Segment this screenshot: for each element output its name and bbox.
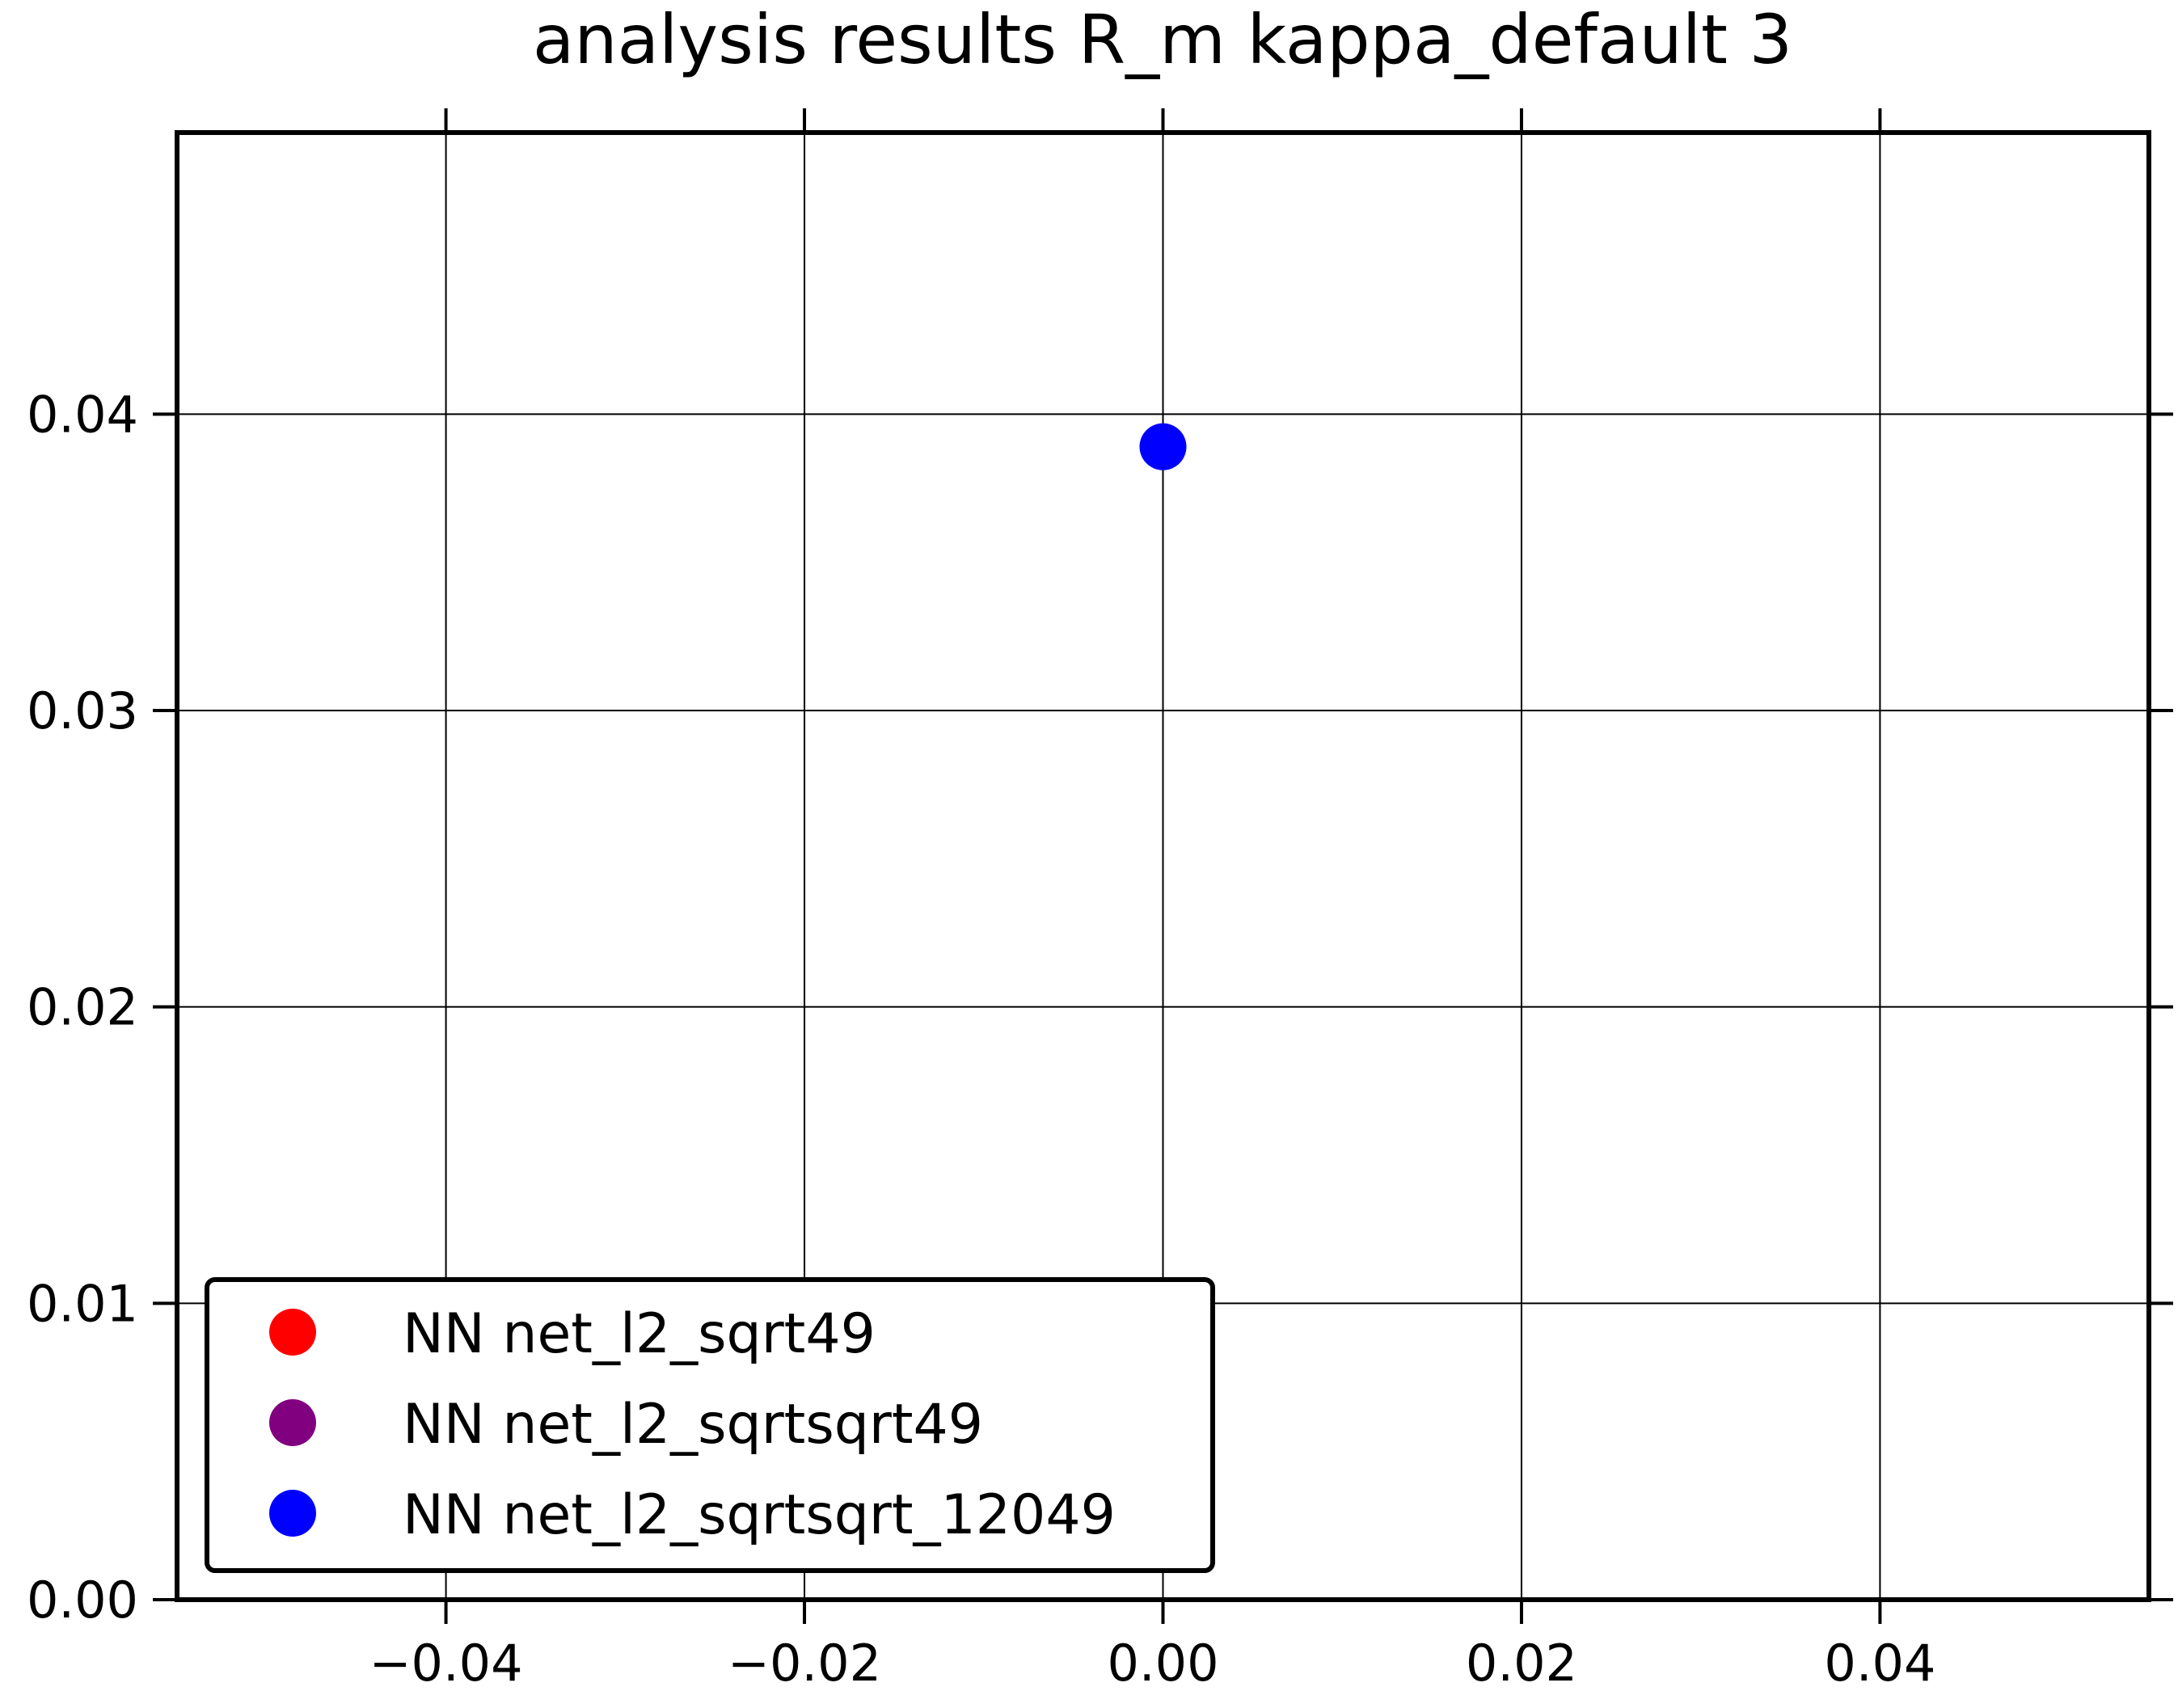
- data-point: [1139, 423, 1187, 470]
- legend-marker: [269, 1399, 316, 1446]
- data-points: [1139, 423, 1187, 470]
- y-tick-label: 0.03: [27, 681, 138, 740]
- chart-title: analysis results R_m kappa_default 3: [533, 0, 1792, 79]
- x-tick-label: −0.02: [728, 1634, 881, 1693]
- y-tick-label: 0.00: [27, 1571, 138, 1630]
- legend-label: NN net_l2_sqrt49: [403, 1302, 876, 1366]
- legend-items: NN net_l2_sqrt49 NN net_l2_sqrtsqrt49 NN n…: [269, 1302, 1116, 1547]
- y-tick-label: 0.04: [27, 385, 138, 444]
- legend: NN net_l2_sqrt49 NN net_l2_sqrtsqrt49 NN n…: [205, 1277, 1215, 1573]
- y-tick-label: 0.02: [27, 978, 138, 1037]
- legend-label: NN net_l2_sqrtsqrt_12049: [403, 1483, 1116, 1547]
- y-tick-label: 0.01: [27, 1274, 138, 1333]
- x-tick-label: 0.04: [1824, 1634, 1935, 1693]
- x-tick-label: 0.02: [1466, 1634, 1577, 1693]
- legend-label: NN net_l2_sqrtsqrt49: [403, 1393, 983, 1457]
- legend-marker: [269, 1309, 316, 1356]
- plot-area-frame: [175, 130, 2151, 1602]
- x-tick-label: 0.00: [1107, 1634, 1218, 1693]
- x-tick-label: −0.04: [369, 1634, 523, 1693]
- legend-marker: [269, 1490, 316, 1537]
- axis-ticks: −0.04 −0.02 0.00 0.02 0.04 0.00 0.01 0.02 0.03 0.…: [27, 108, 2173, 1693]
- legend-box: [205, 1277, 1215, 1573]
